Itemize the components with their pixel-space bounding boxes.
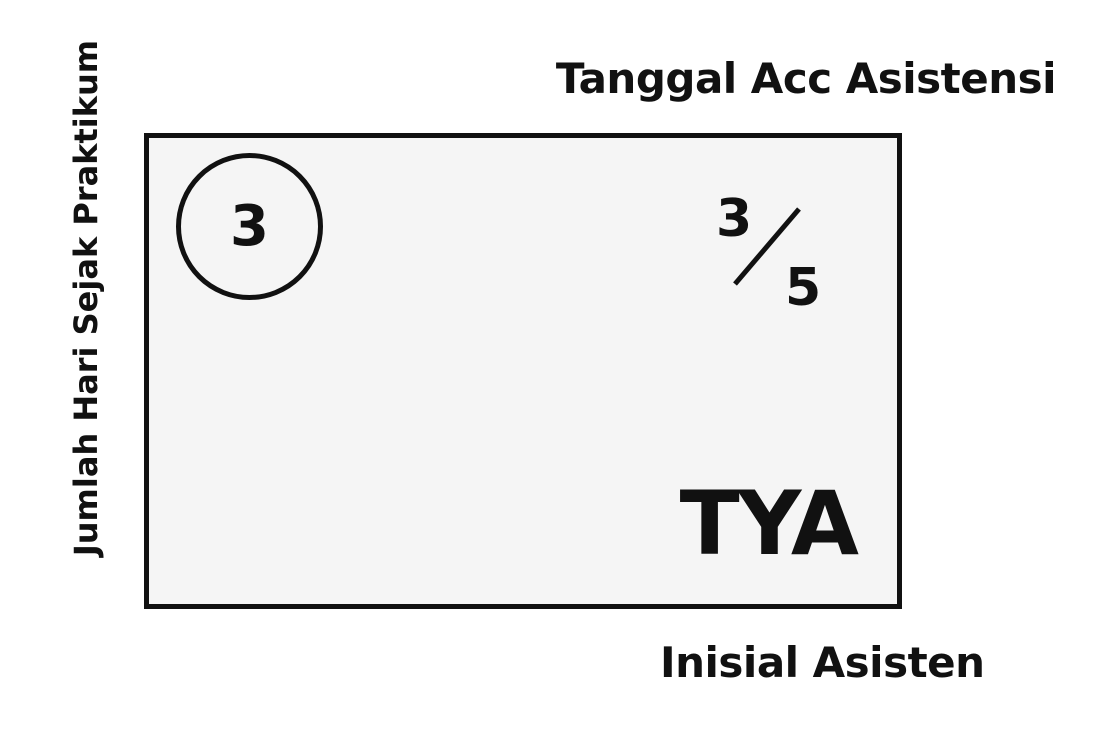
- date-denominator: 5: [785, 258, 822, 318]
- days-since-practicum-label: Jumlah Hari Sejak Praktikum: [67, 39, 105, 557]
- date-label: Tanggal Acc Asistensi: [555, 54, 1057, 103]
- days-count-circle: 3: [176, 153, 323, 300]
- assistant-initials: TYA: [679, 472, 859, 575]
- date-numerator: 3: [716, 189, 753, 249]
- assistant-initials-label: Inisial Asisten: [660, 638, 985, 687]
- fraction-slash: [733, 207, 801, 286]
- assistance-card: 3 3 5 TYA: [144, 133, 902, 609]
